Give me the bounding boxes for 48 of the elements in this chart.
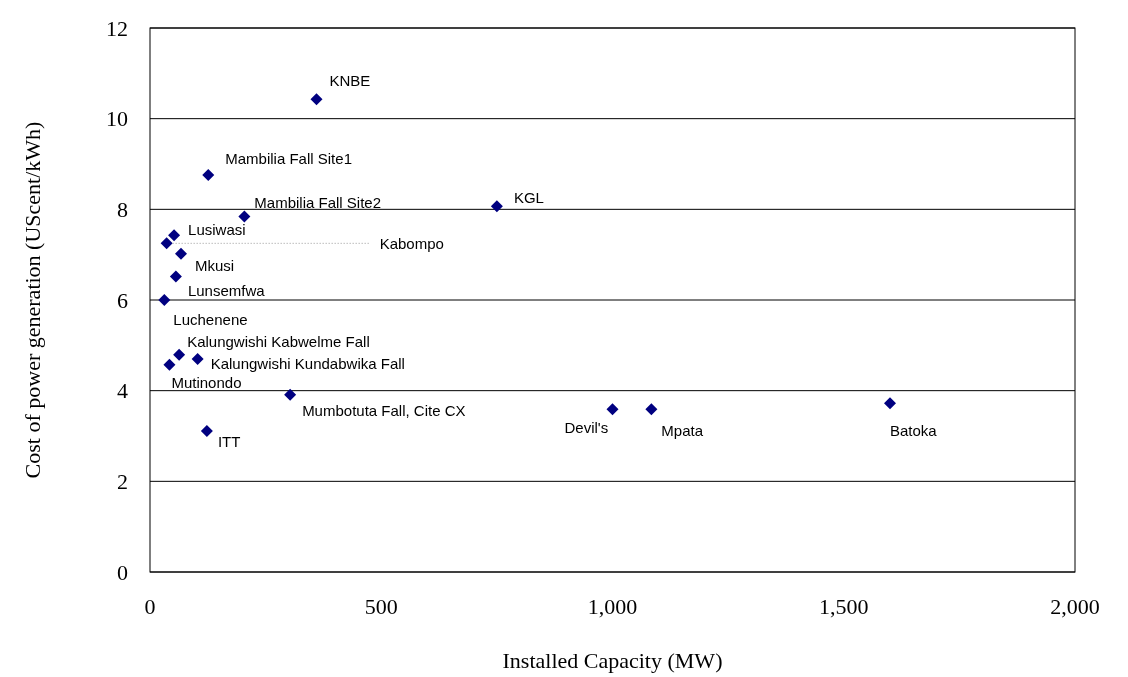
annotation: Mumbotuta Fall, Cite CX	[302, 402, 466, 419]
y-tick-label: 6	[117, 287, 128, 313]
x-tick-label: 1,500	[819, 594, 869, 619]
x-tick-label: 1,000	[587, 594, 638, 619]
x-tick-label: 500	[364, 594, 398, 619]
annotation: Kalungwishi Kundabwika Fall	[210, 355, 405, 373]
y-tick-label: 4	[117, 378, 128, 404]
annotation: Mkusi	[194, 257, 235, 275]
point	[174, 247, 187, 260]
point	[163, 358, 176, 371]
y-tick-label: 2	[117, 469, 128, 495]
annotation: Mambilia Fall Site1	[225, 150, 352, 168]
annotation: Kalungwishi Kabwelme Fall	[187, 333, 370, 351]
annotation: Lusiwasi	[188, 221, 246, 239]
annotation: Lunsemfwa	[187, 281, 266, 299]
annotation: Mutinondo	[171, 374, 242, 392]
point	[173, 348, 186, 361]
point	[160, 237, 173, 250]
x-tick-label: 0	[144, 594, 156, 619]
annotation: Batoka	[890, 421, 938, 439]
annotation: Mambilia Fall Site2	[254, 193, 382, 211]
annotation: KGL	[513, 189, 544, 207]
point	[645, 403, 658, 416]
point	[606, 403, 619, 416]
annotation: Kabompo	[379, 234, 444, 252]
annotation: Mpata	[661, 421, 704, 439]
annotation: ITT	[217, 433, 241, 451]
point	[284, 388, 297, 401]
point	[158, 294, 171, 306]
point	[200, 425, 213, 438]
annotation: Devil's	[564, 418, 609, 436]
y-tick-label: 12	[106, 15, 128, 41]
point	[168, 229, 181, 242]
annotation: Luchenene	[173, 311, 248, 329]
point	[169, 270, 182, 283]
x-tick-label: 2,000	[1050, 594, 1100, 619]
x-axis-title: Installed Capacity (MW)	[502, 648, 723, 673]
y-tick-label: 10	[106, 106, 128, 132]
point	[490, 200, 503, 213]
point	[310, 93, 323, 106]
point	[238, 210, 251, 223]
annotation: KNBE	[329, 72, 371, 90]
y-tick-label: 0	[117, 559, 128, 585]
point	[202, 168, 215, 181]
y-tick-label: 8	[117, 197, 128, 223]
point	[884, 397, 896, 410]
y-axis-title: Cost of power generation (UScent/kWh)	[20, 121, 45, 479]
point	[191, 352, 204, 365]
